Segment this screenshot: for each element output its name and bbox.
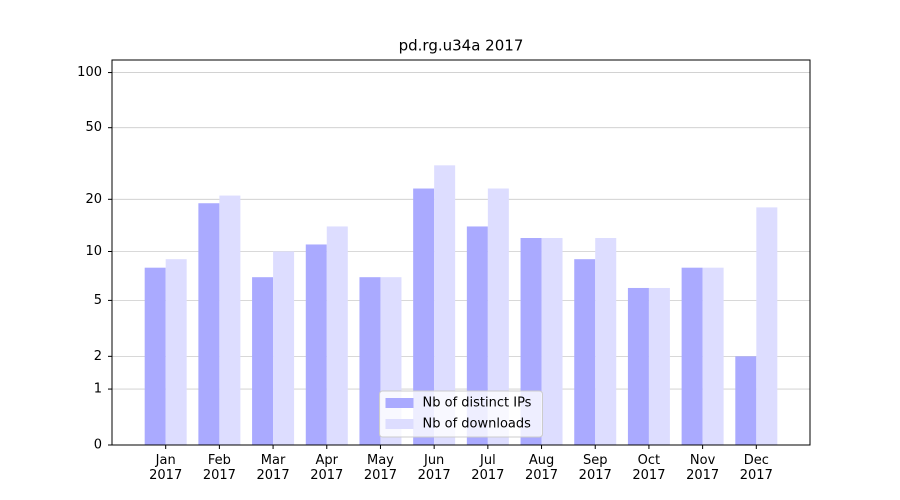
x-tick-label: Jan 2017 [149,453,183,483]
plot-frame [111,59,811,446]
bar [681,267,703,445]
bar [165,259,187,445]
y-tick-label: 50 [85,120,102,135]
bar [595,238,617,445]
x-tick-label: Sep 2017 [578,453,612,483]
y-tick-label: 10 [85,244,102,259]
bar [487,188,509,445]
bar [198,203,220,445]
bar [252,277,274,445]
legend-box [379,390,543,438]
bar [144,267,166,445]
bar [756,207,778,445]
bar [466,226,488,445]
bar [326,226,348,445]
y-tick-label: 100 [77,65,102,80]
bar [413,188,435,445]
legend: Nb of distinct IPs Nb of downloads [379,390,543,438]
y-tick-label: 5 [94,293,102,308]
chart-title: pd.rg.u34a 2017 [399,37,524,55]
x-tick-label: Jul 2017 [471,453,505,483]
x-tick-label: Apr 2017 [310,453,344,483]
bar [219,195,241,445]
bar [541,238,563,445]
x-tick-label: Mar 2017 [256,453,290,483]
x-tick-label: May 2017 [363,453,397,483]
x-tick-label: Jun 2017 [417,453,451,483]
x-tick-label: Dec 2017 [739,453,773,483]
bar [434,165,456,446]
legend-swatch [385,398,414,408]
bar [359,277,381,445]
bar [735,356,757,445]
bar [574,259,596,445]
legend-label: Nb of downloads [423,417,532,432]
legend-label: Nb of distinct IPs [423,396,532,411]
bar [702,267,724,445]
x-tick-label: Nov 2017 [686,453,720,483]
y-tick-label: 0 [94,438,102,453]
y-tick-label: 2 [94,349,102,364]
x-tick-label: Feb 2017 [202,453,236,483]
bar [273,251,295,445]
legend-swatch [385,419,414,429]
bar [305,244,327,445]
bar [627,287,649,445]
x-tick-label: Oct 2017 [632,453,666,483]
bar [648,287,670,445]
y-tick-label: 1 [94,382,102,397]
y-tick-label: 20 [85,192,102,207]
x-tick-label: Aug 2017 [524,453,559,483]
